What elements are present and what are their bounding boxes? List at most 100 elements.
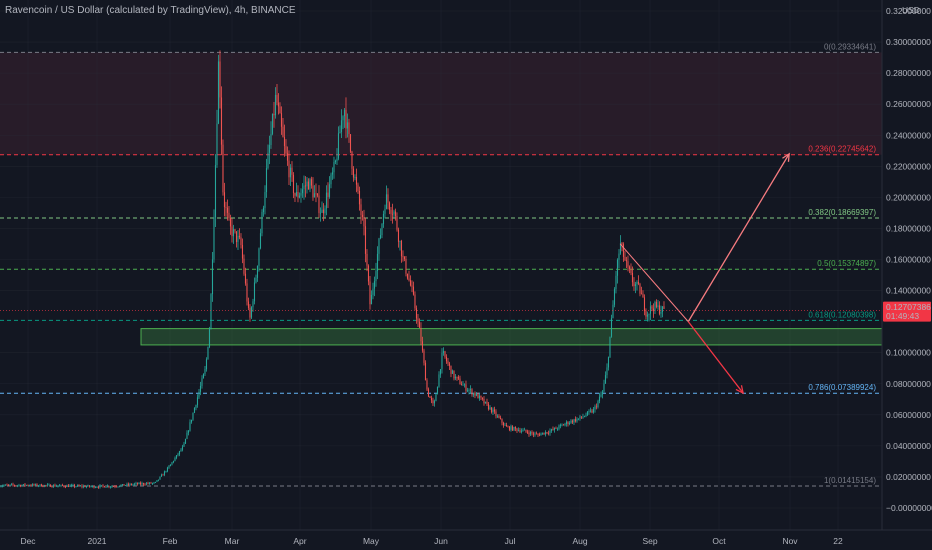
candle-body-343: [513, 427, 515, 431]
candle-body-254: [379, 235, 382, 239]
candle-body-165: [246, 283, 248, 302]
candle-body-347: [519, 430, 521, 432]
projection-arrow-down[interactable]: [687, 321, 744, 394]
candle-body-221: [330, 174, 332, 185]
candle-body-278: [415, 308, 418, 319]
time-tick-label-9: Sep: [642, 536, 657, 546]
candle-body-157: [234, 229, 236, 232]
candle-body-434: [649, 306, 652, 314]
candle-body-189: [282, 126, 284, 137]
candle-body-244: [364, 226, 367, 254]
candle-body-93: [138, 482, 140, 485]
candle-body-184: [274, 94, 277, 116]
candle-body-429: [642, 293, 644, 298]
candle-body-160: [238, 235, 241, 238]
candle-body-341: [510, 426, 512, 430]
candle-body-334: [499, 417, 502, 419]
candle-body-121: [180, 449, 182, 452]
candle-body-237: [354, 177, 356, 178]
candle-body-248: [370, 294, 373, 305]
candle-body-310: [463, 384, 466, 386]
candle-body-436: [652, 308, 655, 311]
candle-body-169: [252, 301, 254, 308]
candle-body-411: [615, 275, 617, 290]
candle-body-106: [157, 479, 160, 481]
price-tick-label-12: 0.06000000: [886, 410, 931, 420]
candle-body-203: [303, 185, 305, 190]
candle-body-48: [70, 485, 73, 486]
candle-body-92: [136, 483, 139, 485]
candle-body-51: [75, 486, 77, 488]
time-tick-label-10: Oct: [712, 536, 726, 546]
candle-body-357: [534, 433, 536, 435]
candle-body-363: [543, 432, 545, 435]
candle-body-128: [190, 419, 193, 423]
candle-body-255: [381, 223, 383, 236]
candle-body-190: [283, 136, 286, 147]
candle-body-442: [661, 306, 664, 313]
candle-body-12: [16, 485, 19, 487]
candle-body-139: [207, 346, 209, 360]
candle-body-437: [654, 301, 656, 311]
candle-body-110: [163, 471, 166, 475]
candle-body-408: [610, 318, 613, 337]
candle-body-173: [258, 248, 260, 266]
candle-body-120: [178, 451, 181, 455]
candle-body-267: [399, 240, 401, 242]
candle-body-215: [321, 209, 323, 213]
price-tick-label-11: 0.08000000: [886, 379, 931, 389]
candle-body-421: [630, 269, 632, 273]
candle-body-98: [145, 483, 148, 485]
candle-body-124: [184, 438, 187, 444]
time-axis[interactable]: Dec 2021 Feb Mar Apr May Jun Jul Aug Sep Oct Nov 22: [20, 536, 843, 546]
candle-body-13: [18, 485, 20, 486]
candle-body-243: [363, 216, 365, 227]
trendline[interactable]: [619, 243, 689, 322]
candle-body-40: [58, 485, 61, 487]
support-zone-rect[interactable]: [140, 328, 883, 346]
price-tick-label-4: 0.24000000: [886, 130, 931, 140]
candle-body-271: [405, 259, 407, 274]
candle-body-170: [253, 282, 256, 302]
candle-body-266: [397, 229, 400, 242]
candle-body-402: [601, 391, 604, 395]
drawings[interactable]: [619, 152, 790, 395]
candle-body-50: [73, 485, 76, 487]
candle-body-200: [298, 195, 301, 198]
time-tick-label-12: 22: [833, 536, 843, 546]
candle-body-138: [205, 359, 208, 370]
candle-body-300: [448, 363, 451, 366]
fib-level-0.5-label: 0.5(0.15374897): [817, 259, 876, 268]
candle-body-314: [469, 389, 472, 391]
price-axis[interactable]: 0.30000000 0.28000000 0.26000000 0.24000000…: [886, 6, 932, 513]
fib-level-0.618-label: 0.618(0.12080398): [808, 310, 876, 319]
candle-body-67: [99, 485, 101, 488]
candle-body-38: [55, 486, 58, 487]
candle-body-116: [172, 460, 175, 463]
candle-body-395: [591, 410, 593, 413]
candle-body-258: [385, 194, 388, 209]
candle-body-44: [64, 486, 67, 488]
candle-body-95: [141, 483, 143, 485]
candle-body-150: [223, 192, 226, 208]
candle-body-204: [304, 185, 307, 187]
candle-body-410: [613, 289, 616, 305]
candle-body-155: [231, 226, 233, 237]
projection-arrow-up[interactable]: [687, 153, 790, 322]
candle-body-365: [546, 432, 548, 434]
candle-body-263: [393, 211, 395, 215]
support-zone[interactable]: [140, 328, 883, 346]
candle-body-245: [366, 253, 368, 266]
fib-retracement[interactable]: 0(0.29334641) 0.236(0.22745642) 0.382(0.18…: [0, 42, 882, 487]
candle-body-275: [411, 285, 413, 287]
candle-body-68: [100, 485, 103, 487]
candle-body-428: [640, 293, 643, 295]
candle-body-34: [49, 484, 52, 487]
candle-body-166: [247, 301, 250, 308]
candle-body-381: [570, 420, 572, 423]
candle-body-218: [325, 192, 328, 209]
candle-body-234: [349, 134, 352, 152]
candle-body-393: [588, 411, 590, 413]
